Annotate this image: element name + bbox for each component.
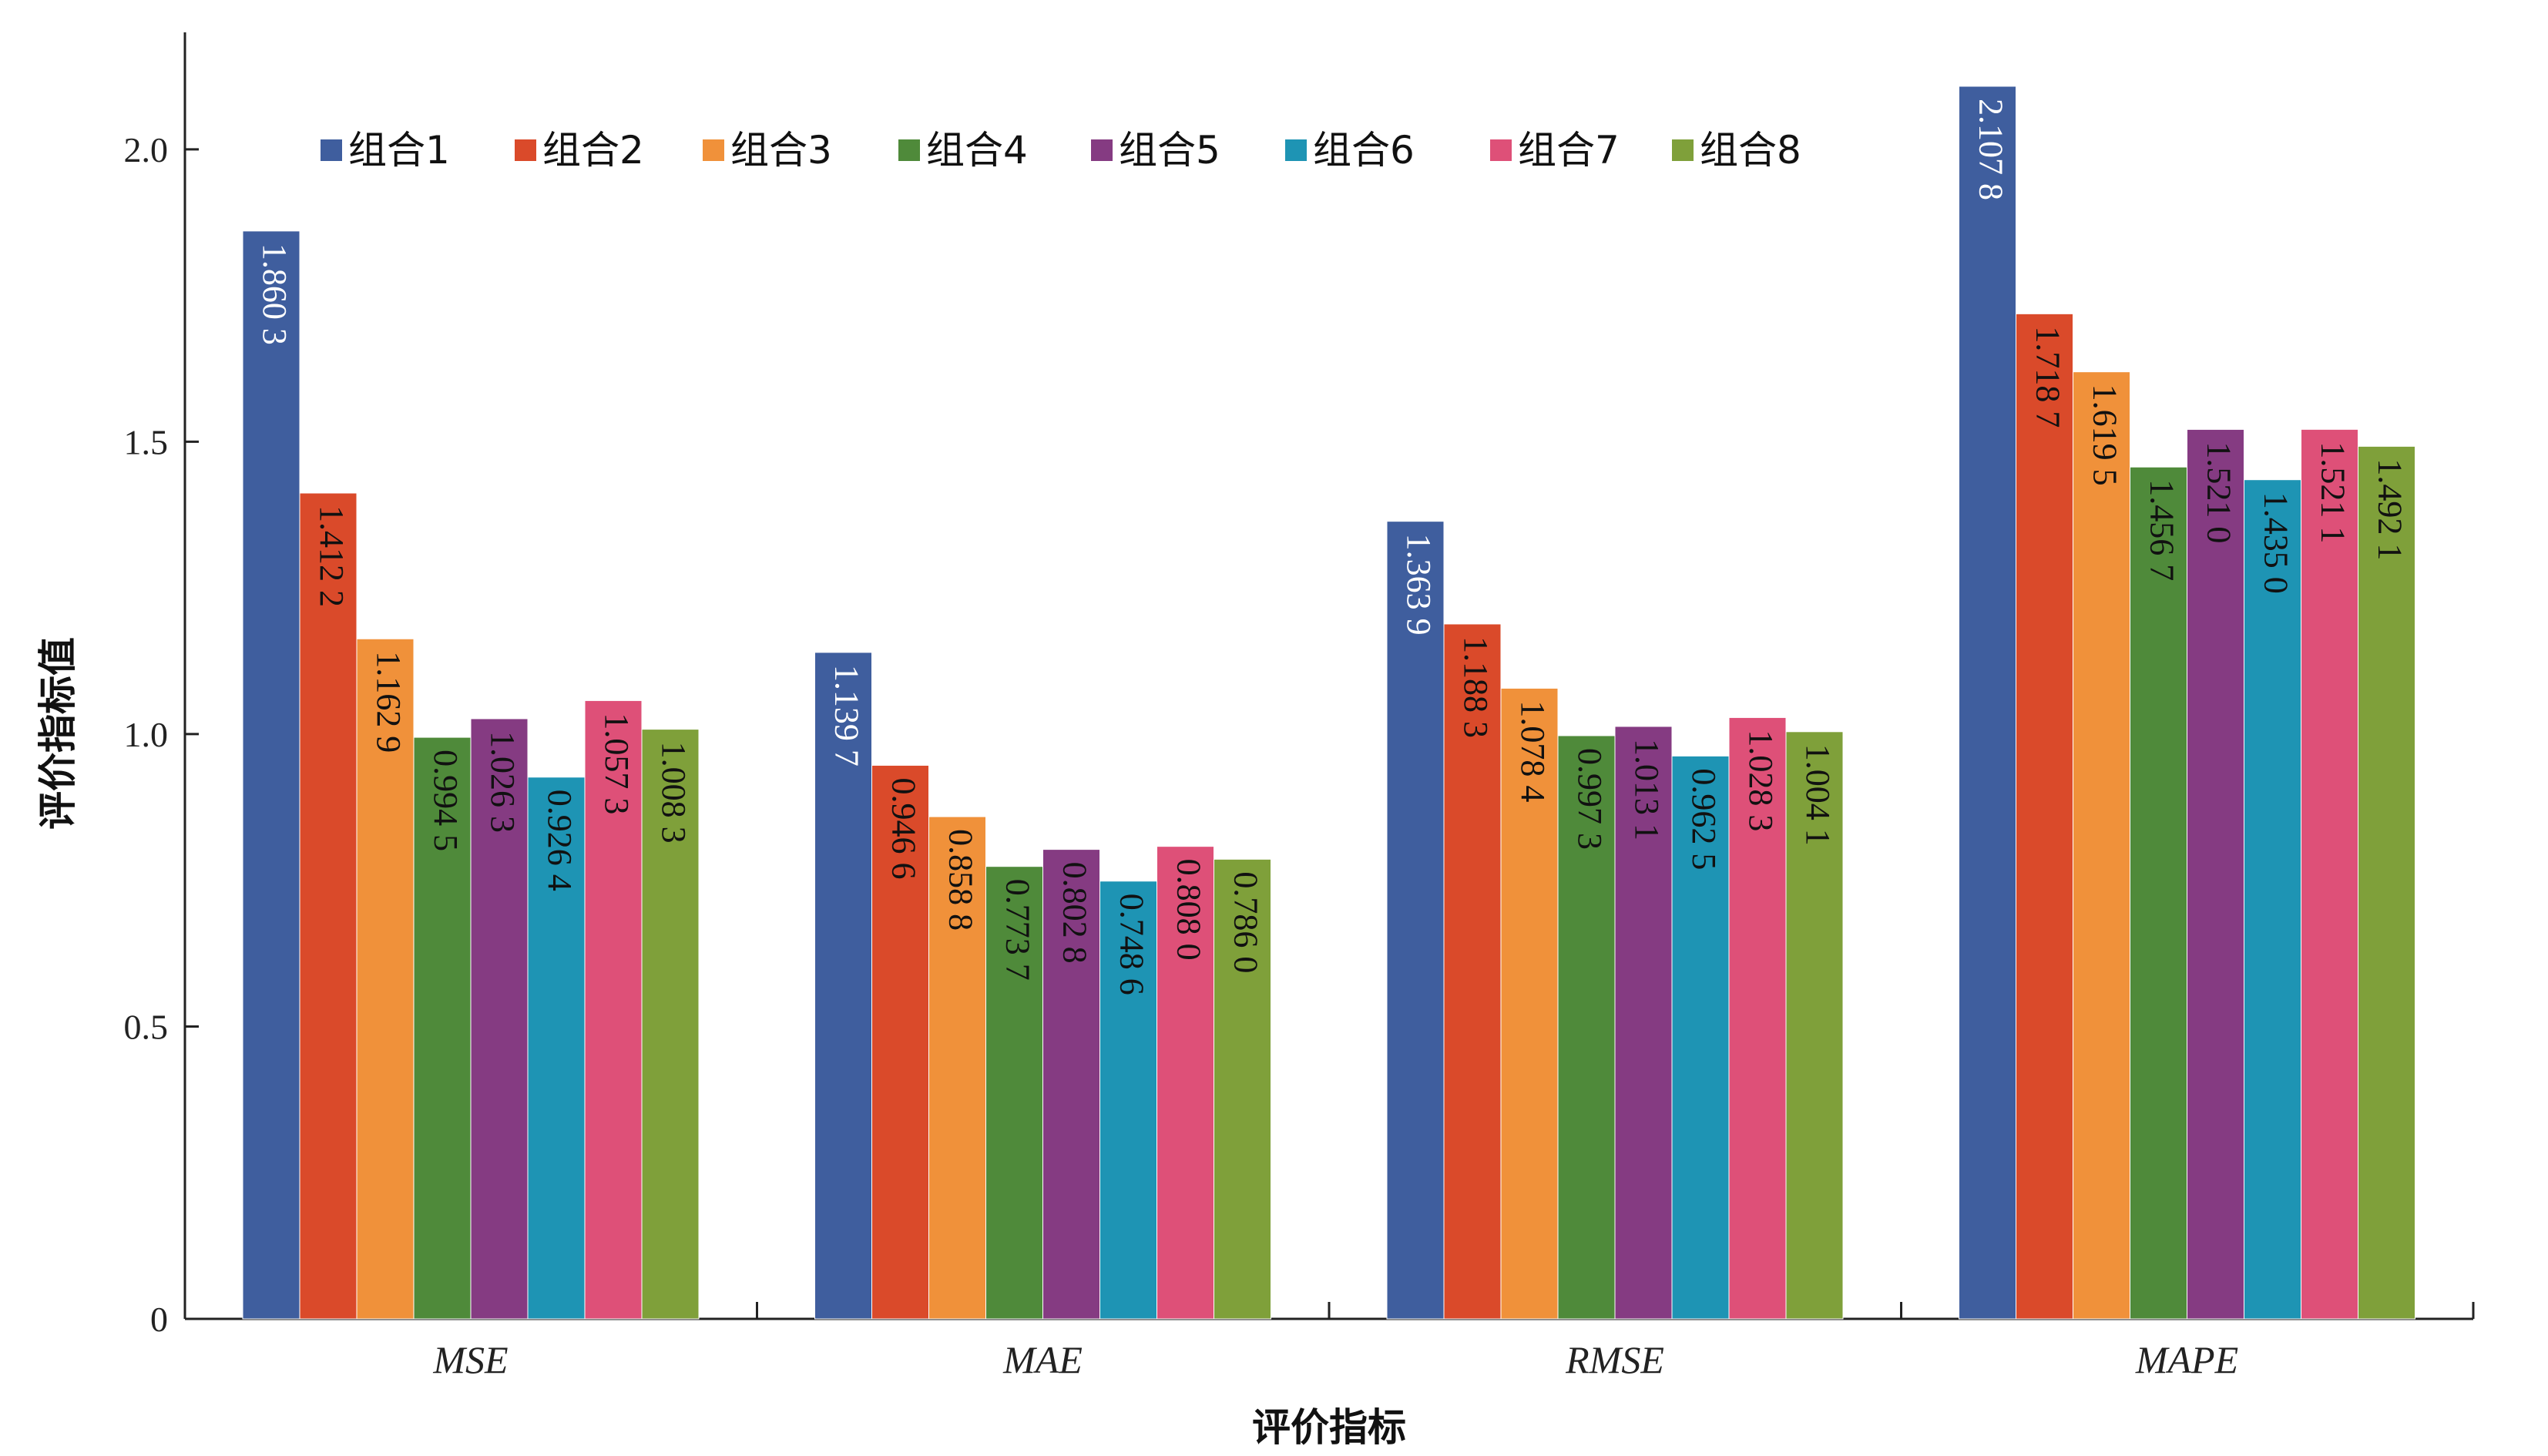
legend-label: 组合5	[1119, 128, 1220, 173]
bar-mape-series-1	[1959, 86, 2016, 1320]
legend-label: 组合7	[1518, 128, 1620, 173]
bar-value-label: 1.363 9	[1400, 534, 1438, 636]
bar-value-label: 1.435 0	[2257, 492, 2295, 594]
legend-swatch	[703, 139, 724, 161]
bar-value-label: 1.456 7	[2143, 479, 2180, 581]
bar-mae-series-7	[1157, 846, 1214, 1320]
bar-mape-series-2	[2016, 313, 2073, 1320]
category-label-rmse: RMSE	[1565, 1338, 1664, 1381]
legend-label: 组合2	[542, 128, 644, 173]
bar-value-label: 1.078 4	[1514, 700, 1552, 802]
legend-swatch	[1285, 139, 1307, 161]
bar-value-label: 1.521 1	[2314, 441, 2352, 543]
bar-value-label: 0.962 5	[1685, 768, 1723, 870]
bar-value-label: 0.997 3	[1571, 748, 1609, 850]
y-tick-label: 1.0	[124, 715, 169, 754]
y-axis-title: 评价指标值	[35, 637, 80, 830]
bar-mse-series-1	[242, 230, 300, 1320]
legend-swatch	[1490, 139, 1512, 161]
legend-swatch	[515, 139, 536, 161]
bar-rmse-series-2	[1443, 623, 1502, 1320]
y-tick-label: 0.5	[124, 1007, 169, 1046]
bar-labels: 1.860 3 1.139 7 1.363 9 2.107 8 1.412 2 0.946…	[256, 99, 2409, 995]
y-tick-label: 1.5	[124, 422, 169, 461]
bar-mse-series-4	[413, 736, 472, 1320]
bar-value-label: 1.057 3	[598, 713, 636, 814]
category-labels: MSE MAE RMSE MAPE	[432, 1338, 2238, 1381]
bar-value-label: 1.188 3	[1457, 636, 1495, 738]
legend-label: 组合4	[926, 128, 1028, 173]
bar-value-label: 0.773 7	[999, 879, 1036, 981]
bar-value-label: 1.139 7	[828, 665, 865, 767]
bar-value-label: 0.786 0	[1227, 871, 1264, 973]
bar-value-label: 1.004 1	[1799, 744, 1837, 846]
bar-value-label: 0.808 0	[1170, 859, 1207, 961]
category-label-mape: MAPE	[2135, 1338, 2238, 1381]
x-ticks	[756, 1302, 2475, 1319]
bar-value-label: 1.026 3	[484, 731, 522, 833]
y-tick-label: 2.0	[124, 130, 169, 169]
bar-mse-series-3	[356, 638, 415, 1320]
bar-rmse-series-6	[1671, 755, 1730, 1320]
bar-value-label: 2.107 8	[1972, 99, 2009, 200]
bar-value-label: 0.858 8	[942, 829, 979, 931]
bar-mape-series-7	[2301, 428, 2358, 1320]
bar-mape-series-3	[2073, 371, 2130, 1320]
bar-value-label: 1.619 5	[2086, 384, 2123, 486]
legend-label: 组合3	[730, 128, 832, 173]
bar-rmse-series-1	[1386, 521, 1445, 1320]
bar-mse-series-2	[299, 492, 358, 1320]
bar-value-label: 1.718 7	[2029, 326, 2066, 428]
y-ticks: 0 0.5 1.0 1.5 2.0	[124, 130, 199, 1339]
bar-value-label: 1.492 1	[2371, 458, 2409, 560]
bar-mae-series-5	[1042, 849, 1100, 1320]
bar-mape-series-8	[2358, 445, 2415, 1320]
legend-label: 组合8	[1700, 128, 1801, 173]
bar-value-label: 0.748 6	[1113, 894, 1150, 995]
bar-rmse-series-4	[1557, 735, 1616, 1320]
category-label-mse: MSE	[432, 1338, 508, 1381]
bar-value-label: 1.008 3	[655, 742, 693, 844]
bar-mape-series-5	[2187, 428, 2244, 1320]
legend-swatch	[1091, 139, 1113, 161]
bar-value-label: 1.412 2	[313, 505, 351, 607]
bar-rmse-series-7	[1728, 716, 1787, 1320]
bar-value-label: 0.926 4	[541, 790, 579, 891]
bar-value-label: 1.013 1	[1628, 739, 1666, 840]
bar-value-label: 1.860 3	[256, 243, 294, 345]
bar-value-label: 1.521 0	[2200, 441, 2237, 543]
legend-swatch	[898, 139, 920, 161]
y-tick-label: 0	[150, 1300, 168, 1339]
legend-label: 组合6	[1313, 128, 1415, 173]
bar-mae-series-1	[814, 652, 872, 1320]
bar-value-label: 0.802 8	[1056, 862, 1093, 964]
bar-value-label: 0.946 6	[885, 777, 922, 879]
x-axis-title: 评价指标	[1252, 1405, 1406, 1450]
bar-mse-series-6	[527, 777, 586, 1320]
legend-label: 组合1	[348, 128, 450, 173]
bars	[242, 86, 2415, 1320]
bar-rmse-series-3	[1500, 687, 1559, 1320]
legend-swatch	[1672, 139, 1694, 161]
bar-mae-series-6	[1099, 881, 1157, 1320]
bar-mape-series-4	[2130, 466, 2187, 1320]
bar-mape-series-6	[2244, 479, 2301, 1320]
bar-mse-series-7	[584, 699, 643, 1320]
bar-mae-series-3	[928, 816, 986, 1320]
bar-value-label: 0.994 5	[427, 750, 465, 851]
bar-rmse-series-5	[1614, 726, 1673, 1320]
bar-mae-series-8	[1214, 858, 1271, 1320]
category-label-mae: MAE	[1002, 1338, 1083, 1381]
legend: 组合1 组合2 组合3 组合4 组合5 组合6 组合7 组合8	[321, 128, 1801, 173]
bar-value-label: 1.028 3	[1742, 730, 1780, 831]
bar-mse-series-8	[641, 729, 700, 1320]
bar-rmse-series-8	[1785, 731, 1844, 1320]
legend-swatch	[321, 139, 342, 161]
bar-mae-series-2	[871, 764, 929, 1320]
bar-mse-series-5	[470, 718, 529, 1320]
bar-value-label: 1.162 9	[370, 651, 408, 753]
